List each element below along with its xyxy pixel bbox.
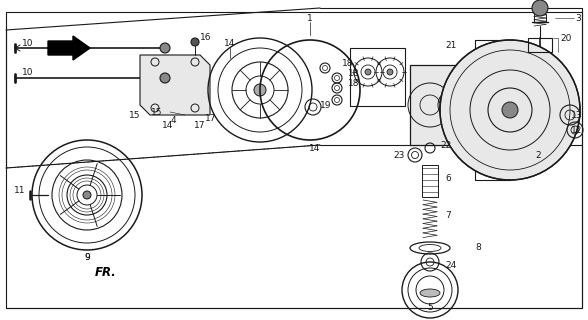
Bar (350, 48, 405, 106)
Text: 2: 2 (535, 150, 540, 159)
Text: 14: 14 (309, 143, 320, 153)
Text: 14: 14 (162, 121, 173, 130)
Bar (528, 38, 552, 52)
Text: 16: 16 (200, 33, 212, 42)
Text: 24: 24 (445, 260, 456, 269)
Text: 15: 15 (129, 110, 140, 119)
Text: 19: 19 (320, 100, 332, 109)
Text: 20: 20 (560, 34, 572, 43)
Text: 17: 17 (194, 121, 206, 130)
Ellipse shape (420, 289, 440, 297)
Text: 5: 5 (427, 303, 433, 313)
Text: 6: 6 (445, 173, 451, 182)
Text: FR.: FR. (95, 266, 117, 278)
Text: 17: 17 (205, 114, 216, 123)
Circle shape (365, 69, 371, 75)
Circle shape (160, 73, 170, 83)
Text: 13: 13 (570, 110, 582, 119)
Text: 18: 18 (348, 78, 359, 87)
Text: 11: 11 (14, 186, 25, 195)
Circle shape (440, 40, 580, 180)
Text: 21: 21 (445, 41, 456, 50)
Text: 14: 14 (224, 38, 236, 47)
Circle shape (502, 102, 518, 118)
Text: 23: 23 (393, 150, 405, 159)
Text: 9: 9 (84, 253, 90, 262)
Text: 1: 1 (307, 13, 313, 22)
Circle shape (191, 38, 199, 46)
Circle shape (83, 191, 91, 199)
Bar (410, 65, 475, 145)
Polygon shape (140, 55, 210, 115)
Text: 10: 10 (22, 68, 34, 76)
Circle shape (532, 0, 548, 16)
Text: 22: 22 (440, 140, 451, 149)
Circle shape (160, 43, 170, 53)
Polygon shape (48, 36, 90, 60)
Text: 10: 10 (22, 38, 34, 47)
Text: 9: 9 (84, 253, 90, 262)
Circle shape (387, 69, 393, 75)
Text: 4: 4 (170, 116, 176, 124)
Text: 15: 15 (151, 108, 162, 116)
Text: 7: 7 (445, 211, 451, 220)
Text: 8: 8 (475, 244, 481, 252)
Bar (422, 165, 438, 197)
Text: 18: 18 (348, 68, 359, 77)
Circle shape (254, 84, 266, 96)
Text: 18: 18 (342, 59, 353, 68)
Text: 3: 3 (575, 13, 581, 22)
Text: 12: 12 (570, 125, 582, 134)
